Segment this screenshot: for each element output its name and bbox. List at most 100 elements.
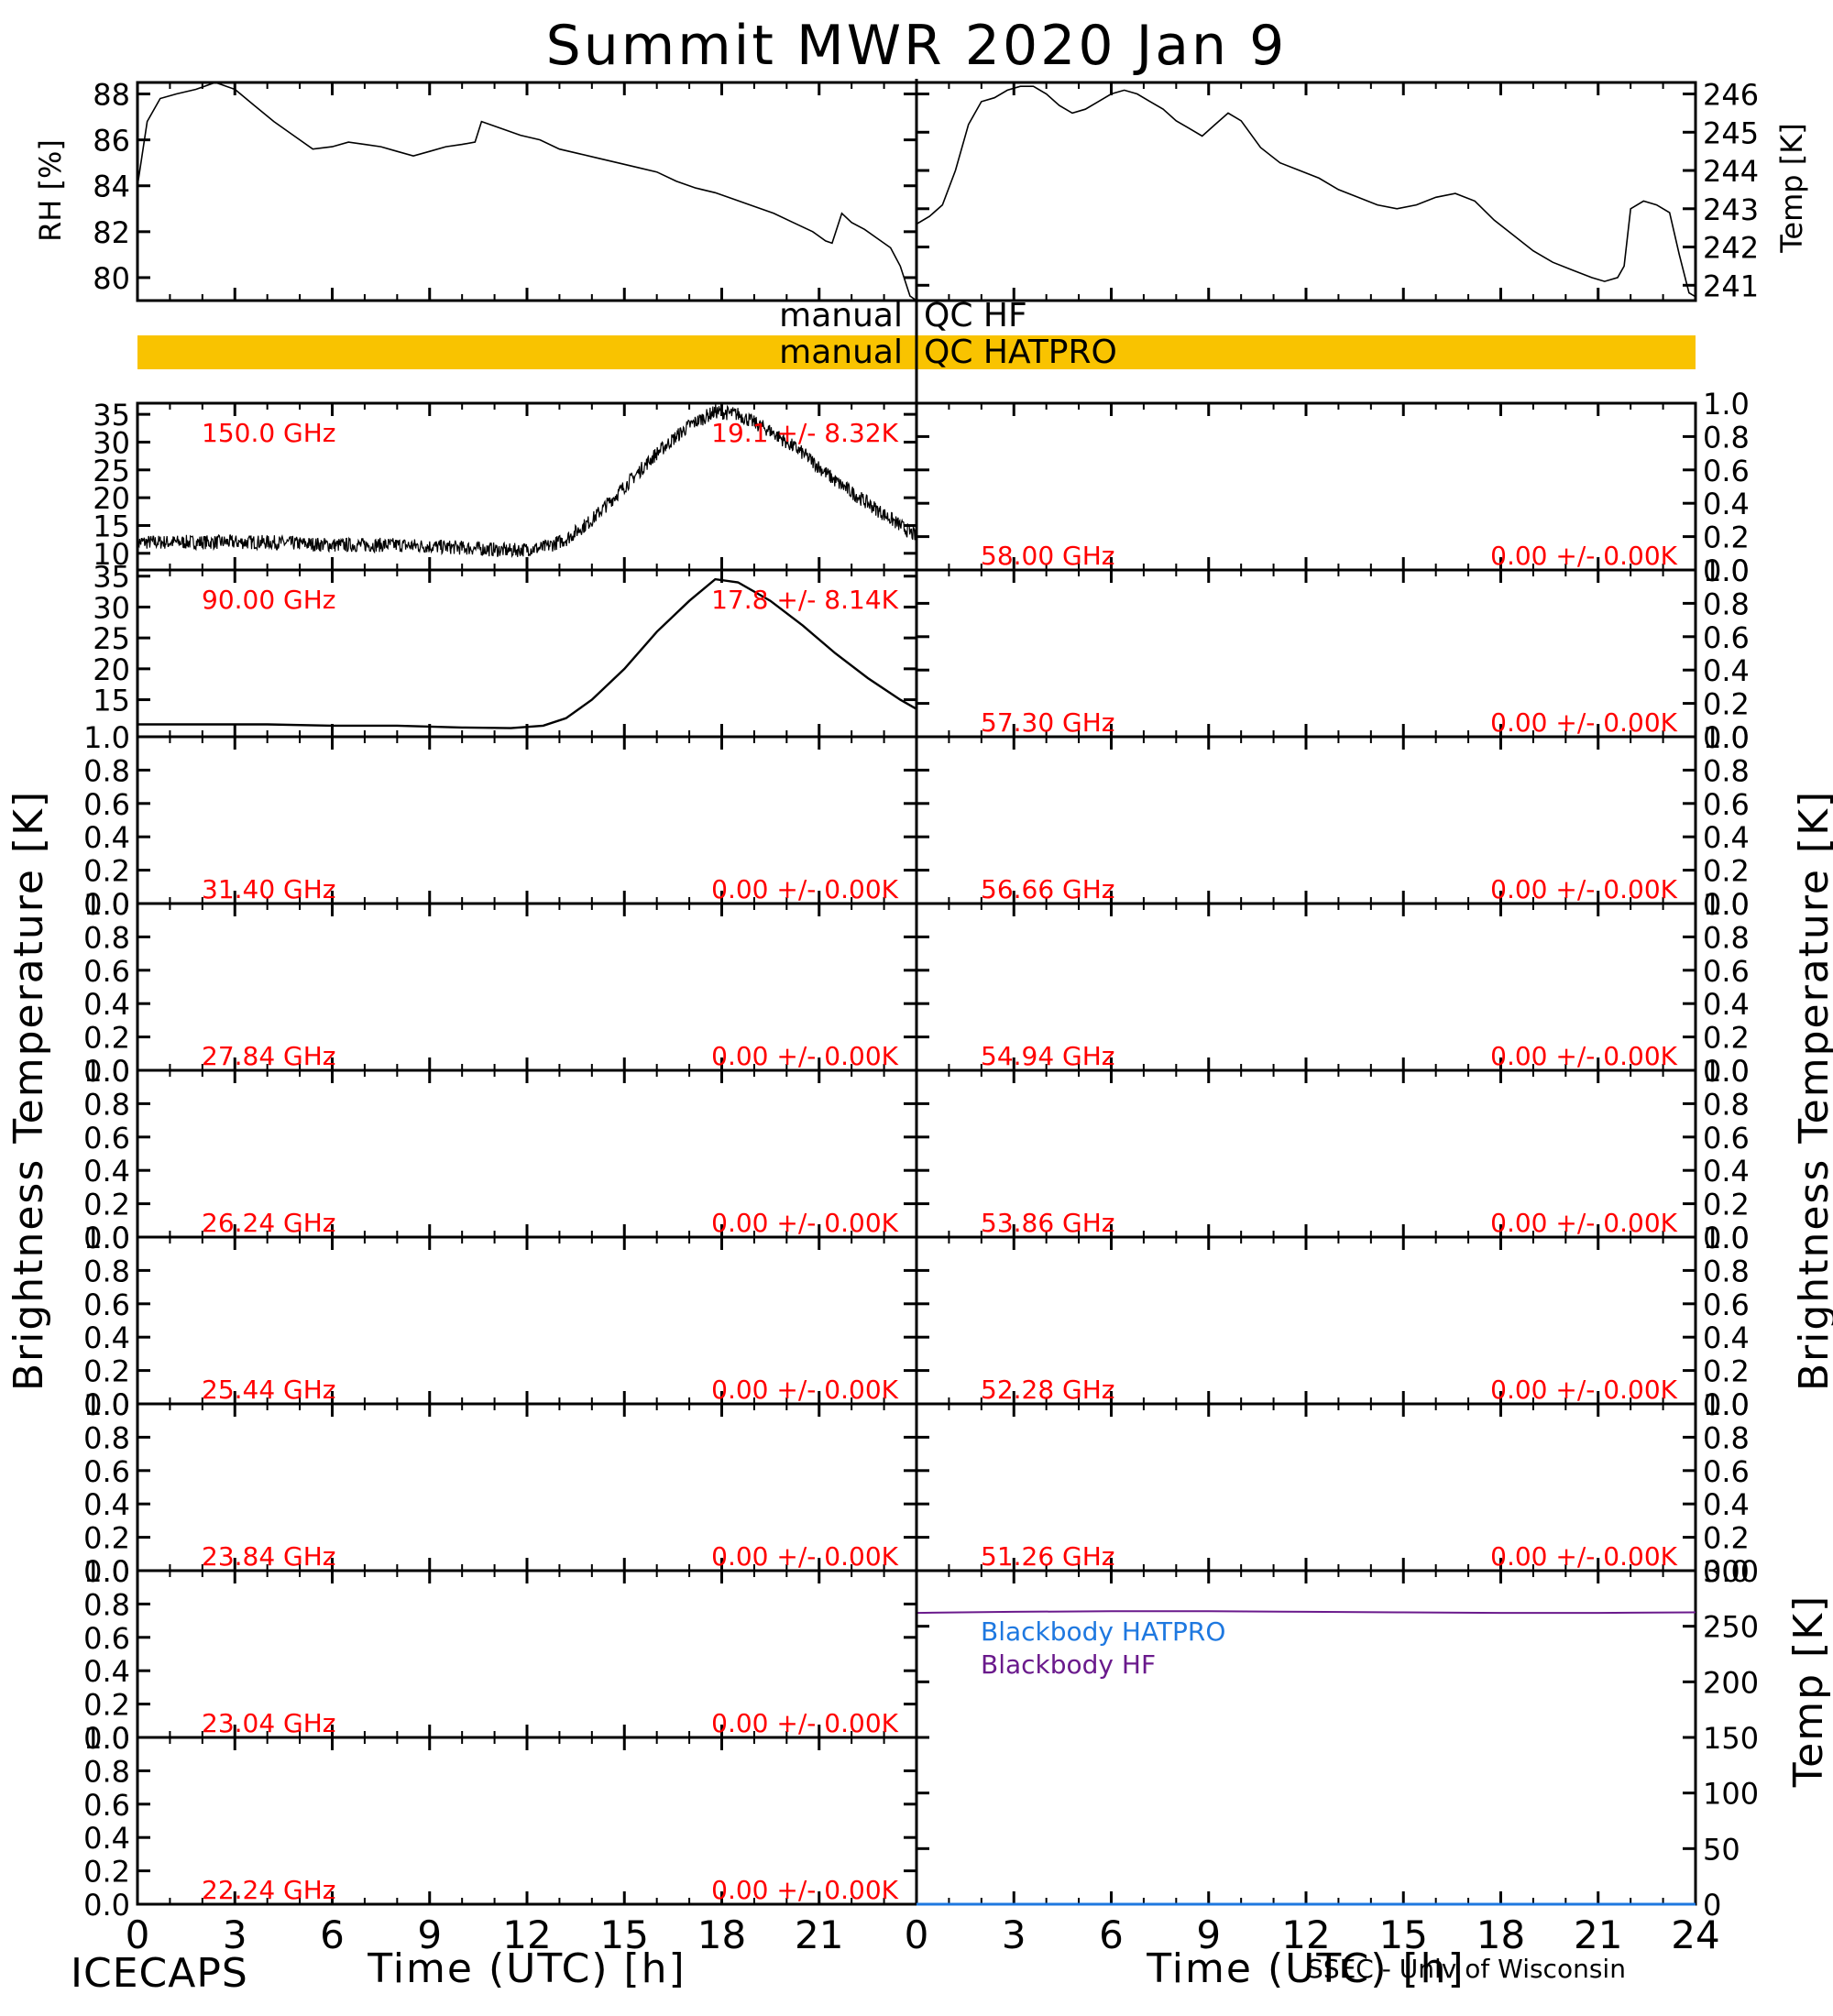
x-tick-label: 21: [795, 1912, 843, 1957]
y-tick-label: 1.0: [83, 1054, 130, 1089]
y-axis-label-left: Brightness Temperature [K]: [5, 790, 52, 1391]
y-tick-label: 241: [1703, 268, 1759, 303]
y-tick-label: 0.8: [1703, 586, 1750, 621]
y-tick-label: 100: [1703, 1777, 1759, 1812]
y-tick-label: 0.8: [83, 920, 130, 955]
y-tick-label: 20: [93, 652, 130, 687]
y-tick-label: 0.0: [83, 1888, 130, 1923]
x-tick-label: 3: [223, 1912, 247, 1957]
channel-frequency-label: 56.66 GHz: [981, 874, 1115, 904]
channel-stat-label: 0.00 +/- 0.00K: [711, 874, 898, 904]
y-tick-label: 0.8: [1703, 1254, 1750, 1288]
y-tick-label: 0.4: [83, 987, 130, 1022]
y-tick-label: 0.2: [83, 1855, 130, 1890]
channel-frequency-label: 51.26 GHz: [981, 1541, 1115, 1572]
y-tick-label: 0.6: [83, 1121, 130, 1156]
y-tick-label: 1.0: [83, 720, 130, 755]
y-tick-label: 0.0: [83, 1221, 130, 1255]
y-tick-label: 0.6: [1703, 1287, 1750, 1322]
y-tick-label: 0.0: [83, 1054, 130, 1089]
x-tick-label: 18: [1476, 1912, 1525, 1957]
y-tick-label: 0.8: [83, 1587, 130, 1622]
channel-frequency-label: 25.44 GHz: [202, 1375, 336, 1405]
channel-frequency-label: 23.84 GHz: [202, 1541, 336, 1572]
y-tick-label: 0.6: [1703, 1121, 1750, 1156]
y-tick-label: 0.4: [1703, 487, 1750, 521]
channel-stat-label: 0.00 +/- 0.00K: [711, 1708, 898, 1738]
y-tick-label: 0.2: [1703, 520, 1750, 555]
x-tick-label: 15: [600, 1912, 649, 1957]
channel-stat-label: 0.00 +/- 0.00K: [711, 1875, 898, 1905]
x-tick-label: 0: [126, 1912, 150, 1957]
y-tick-label: 15: [93, 509, 130, 543]
tb-series-line: [137, 404, 917, 558]
x-tick-labels-left: 0 3 6 9 12 15 18 21: [126, 1912, 844, 1957]
y-tick-label: 1.0: [83, 1554, 130, 1589]
y-tick-label: 0.6: [83, 787, 130, 822]
y-tick-label: 88: [93, 78, 130, 113]
x-tick-label: 6: [1099, 1912, 1124, 1957]
y-tick-label: 1.0: [1703, 887, 1750, 922]
channel-frequency-label: 58.00 GHz: [981, 541, 1115, 571]
y-tick-label: 0.0: [1703, 1554, 1750, 1589]
y-tick-label: 0.2: [1703, 1354, 1750, 1389]
y-tick-label: 0.0: [83, 1554, 130, 1589]
channel-stat-label: 19.1 +/- 8.32K: [711, 418, 898, 448]
y-tick-label: 300: [1703, 1554, 1759, 1589]
x-axis-label-left: Time (UTC) [h]: [367, 1945, 686, 1992]
y-tick-label: 0.0: [1703, 720, 1750, 755]
x-tick-label: 0: [905, 1912, 929, 1957]
qc-hatpro-label: manual: [779, 334, 903, 371]
x-tick-label: 18: [697, 1912, 746, 1957]
y-tick-label: 1.0: [1703, 720, 1750, 755]
rh-frame: [136, 81, 918, 302]
qc-hatpro-text: QC HATPRO: [924, 334, 1117, 371]
y-tick-label: 0.2: [1703, 687, 1750, 722]
y-tick-label: 0.8: [1703, 1420, 1750, 1455]
y-tick-label: 0.2: [83, 1688, 130, 1723]
y-tick-label: 0.0: [1703, 887, 1750, 922]
y-tick-label: 0.6: [1703, 954, 1750, 989]
y-tick-label: 0.4: [1703, 1320, 1750, 1355]
x-tick-label: 9: [417, 1912, 442, 1957]
y-tick-label: 0.2: [1703, 1521, 1750, 1556]
y-tick-label: 0.4: [1703, 1154, 1750, 1189]
channel-frequency-label: 22.24 GHz: [202, 1875, 336, 1905]
channel-frequency-label: 150.0 GHz: [202, 418, 336, 448]
y-tick-label: 0.2: [1703, 1021, 1750, 1056]
channel-frequency-label: 57.30 GHz: [981, 707, 1115, 738]
y-tick-label: 0.2: [83, 1521, 130, 1556]
channel-stat-label: 0.00 +/- 0.00K: [1490, 1375, 1677, 1405]
y-tick-label: 0: [1703, 1888, 1721, 1923]
y-tick-label: 0.6: [1703, 620, 1750, 655]
channel-stat-label: 0.00 +/- 0.00K: [1490, 874, 1677, 904]
temp-frame: [915, 81, 1697, 302]
y-tick-label: 1.0: [1703, 1221, 1750, 1255]
channel-stat-label: 0.00 +/- 0.00K: [711, 1541, 898, 1572]
qc-hf-text: QC HF: [924, 297, 1027, 334]
channel-frequency-label: 53.86 GHz: [981, 1208, 1115, 1238]
blackbody-hf-line: [916, 1610, 1696, 1615]
y-tick-label: 0.4: [83, 1821, 130, 1856]
y-tick-label: 30: [93, 590, 130, 625]
temp-series-line: [916, 85, 1696, 298]
y-tick-label: 242: [1703, 231, 1759, 266]
y-tick-label: 0.0: [1703, 1387, 1750, 1422]
y-tick-label: 1.0: [83, 1221, 130, 1255]
y-tick-label: 0.8: [83, 1420, 130, 1455]
y-tick-label: 0.8: [1703, 1087, 1750, 1122]
channel-stat-label: 0.00 +/- 0.00K: [1490, 707, 1677, 738]
x-tick-label: 9: [1196, 1912, 1221, 1957]
y-tick-label: 0.2: [1703, 1188, 1750, 1222]
temp-axis-label: Temp [K]: [1774, 123, 1809, 253]
channel-stat-label: 0.00 +/- 0.00K: [1490, 1208, 1677, 1238]
figure-title: Summit MWR 2020 Jan 9: [546, 14, 1288, 78]
channel-frequency-label: 54.94 GHz: [981, 1041, 1115, 1071]
y-tick-label: 0.8: [1703, 753, 1750, 788]
channel-stat-label: 0.00 +/- 0.00K: [711, 1375, 898, 1405]
y-tick-label: 243: [1703, 192, 1759, 227]
y-tick-label: 0.0: [83, 1387, 130, 1422]
y-tick-label: 25: [93, 454, 130, 488]
